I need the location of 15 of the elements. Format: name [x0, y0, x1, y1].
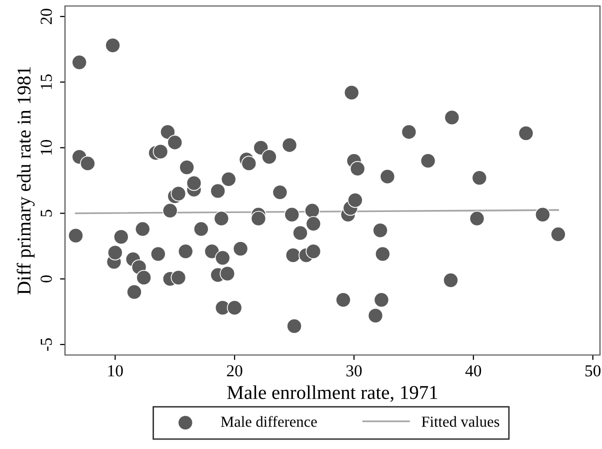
x-tick-label: 10: [108, 365, 123, 376]
legend-label: Fitted values: [422, 416, 500, 427]
x-tick-label: 20: [226, 365, 242, 376]
x-tick-label: 40: [465, 365, 482, 376]
y-tick-label: 5: [40, 210, 52, 216]
y-tick-label: 20: [40, 8, 52, 24]
y-tick-label: -5: [40, 338, 52, 351]
y-tick-label: 0: [40, 275, 52, 282]
x-tick-label: 50: [585, 365, 601, 376]
y-tick-label: 15: [40, 74, 52, 89]
y-axis-title: Diff primary edu rate in 1981: [16, 67, 35, 295]
x-axis-title: Male enrollment rate, 1971: [227, 385, 438, 402]
y-tick-label: 10: [40, 140, 52, 155]
legend-label: Male difference: [220, 416, 317, 427]
x-tick-label: 30: [346, 365, 362, 376]
